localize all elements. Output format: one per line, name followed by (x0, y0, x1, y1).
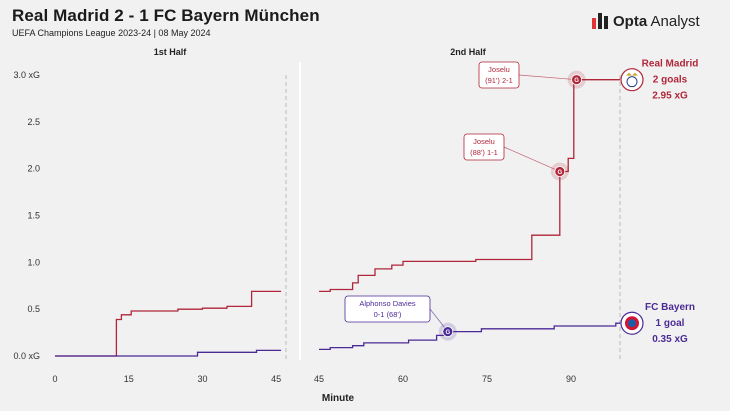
goal-marker (571, 74, 582, 86)
team-goals-label: 1 goal (656, 318, 685, 329)
goal-callout (478, 61, 520, 89)
crest-center (628, 319, 636, 328)
opta-logo-icon (592, 13, 608, 29)
goal-connector (503, 146, 560, 172)
opta-analyst-logo: Opta Analyst (591, 12, 700, 30)
y-tick-label: 3.0 xG (13, 70, 40, 80)
xg-line-real-madrid (319, 79, 620, 293)
goal-detail: (88') 1-1 (470, 148, 498, 157)
goal-player: Alphonso Davies (359, 299, 416, 308)
goal-marker (442, 326, 454, 338)
goal-marker (554, 166, 566, 177)
y-tick-label: 2.0 (27, 164, 40, 174)
crown-icon (626, 72, 638, 76)
x-tick-label: 45 (314, 374, 324, 384)
x-tick-label: 60 (398, 374, 408, 384)
panel-title: 2nd Half (450, 47, 487, 57)
goal-connector (518, 74, 577, 81)
xg-line-real-madrid (55, 290, 282, 357)
brand-suffix: Analyst (650, 12, 700, 30)
goal-marker-letter: G (445, 330, 450, 336)
goal-detail: 0-1 (68') (374, 310, 402, 319)
page-title: Real Madrid 2 - 1 FC Bayern München (12, 6, 320, 25)
goal-marker-letter: G (557, 170, 562, 176)
goal-detail: (91') 2-1 (485, 76, 513, 85)
match-subtitle: UEFA Champions League 2023-24 | 08 May 2… (12, 28, 211, 38)
panel-title: 1st Half (154, 47, 188, 57)
goal-callout (344, 295, 431, 323)
x-tick-label: 15 (124, 374, 134, 384)
goal-player: Joselu (488, 65, 510, 74)
team-name-label: FC Bayern (645, 302, 695, 313)
brand-name: Opta (613, 12, 648, 30)
y-tick-label: 2.5 (27, 117, 40, 127)
crest-ring (626, 76, 638, 88)
team-xg-label: 2.95 xG (652, 91, 688, 102)
x-axis-label: Minute (322, 393, 355, 404)
x-tick-label: 45 (271, 374, 281, 384)
xg-line-fc-bayern (55, 349, 282, 357)
x-tick-label: 0 (52, 374, 57, 384)
team-goals-label: 2 goals (653, 75, 688, 86)
goal-marker-letter: G (574, 78, 579, 84)
xg-line-fc-bayern (319, 322, 620, 351)
y-tick-label: 0.5 (27, 304, 40, 314)
goal-callout (463, 133, 505, 161)
team-name-label: Real Madrid (642, 59, 699, 70)
real-madrid-crest-icon (620, 68, 644, 92)
y-tick-label: 0.0 xG (13, 351, 40, 361)
x-tick-label: 75 (482, 374, 492, 384)
goal-player: Joselu (473, 137, 495, 146)
y-tick-label: 1.0 (27, 257, 40, 267)
x-tick-label: 30 (197, 374, 207, 384)
x-tick-label: 90 (566, 374, 576, 384)
team-xg-label: 0.35 xG (652, 334, 688, 345)
y-tick-label: 1.5 (27, 211, 40, 221)
